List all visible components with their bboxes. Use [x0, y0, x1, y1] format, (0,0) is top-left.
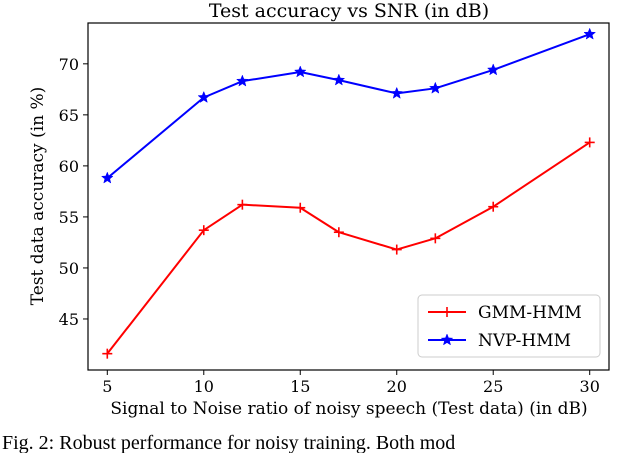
data-point-nvp-hmm [428, 81, 442, 94]
x-tick-label: 5 [102, 377, 112, 396]
x-tick-label: 30 [580, 377, 600, 396]
data-point-gmm-hmm [391, 244, 402, 255]
x-tick-label: 10 [194, 377, 214, 396]
data-point-gmm-hmm [237, 199, 248, 210]
data-point-gmm-hmm [295, 202, 306, 213]
data-point-nvp-hmm [197, 90, 211, 103]
data-point-nvp-hmm [332, 73, 346, 86]
data-point-nvp-hmm [583, 27, 597, 40]
legend-frame [417, 294, 601, 358]
data-point-nvp-hmm [390, 86, 404, 99]
data-point-gmm-hmm [102, 348, 113, 359]
data-point-gmm-hmm [584, 137, 595, 148]
figure-caption: Fig. 2: Robust performance for noisy tra… [2, 432, 455, 453]
y-tick-label: 50 [59, 259, 79, 278]
y-tick-label: 65 [59, 106, 79, 125]
series-nvp-hmm [100, 27, 597, 184]
legend-label-nvp-hmm: NVP-HMM [478, 331, 571, 351]
y-axis-label: Test data accuracy (in %) [28, 87, 48, 306]
y-tick-label: 55 [59, 208, 79, 227]
series-gmm-hmm [102, 137, 595, 359]
x-axis-label: Signal to Noise ratio of noisy speech (T… [110, 399, 587, 419]
data-point-nvp-hmm [293, 65, 307, 78]
series-line-nvp-hmm [106, 33, 591, 179]
legend: GMM-HMM NVP-HMM [417, 294, 601, 358]
y-tick-label: 60 [59, 157, 79, 176]
legend-marker-gmm-hmm [442, 307, 452, 317]
x-tick-label: 25 [483, 377, 503, 396]
data-point-nvp-hmm [236, 74, 249, 87]
y-tick-label: 45 [59, 310, 79, 329]
series-layer [100, 27, 597, 359]
legend-entry-nvp-hmm: NVP-HMM [428, 331, 571, 351]
data-point-gmm-hmm [333, 227, 344, 238]
plot-area [87, 22, 610, 371]
legend-marker-nvp-hmm [440, 333, 454, 346]
x-tick-label: 20 [387, 377, 407, 396]
x-tick-label: 15 [290, 377, 310, 396]
legend-label-gmm-hmm: GMM-HMM [478, 303, 582, 323]
x-axis-ticks: 5 10 15 20 25 30 [102, 370, 600, 396]
data-point-gmm-hmm [430, 233, 441, 244]
legend-entry-gmm-hmm: GMM-HMM [428, 303, 582, 323]
data-point-gmm-hmm [198, 225, 209, 236]
y-tick-label: 70 [59, 55, 79, 74]
data-point-nvp-hmm [486, 63, 500, 76]
data-point-nvp-hmm [100, 171, 114, 184]
data-point-gmm-hmm [488, 201, 499, 212]
y-axis-ticks: 45 50 55 60 65 70 [59, 55, 88, 329]
chart-title: Test accuracy vs SNR (in dB) [209, 0, 489, 22]
